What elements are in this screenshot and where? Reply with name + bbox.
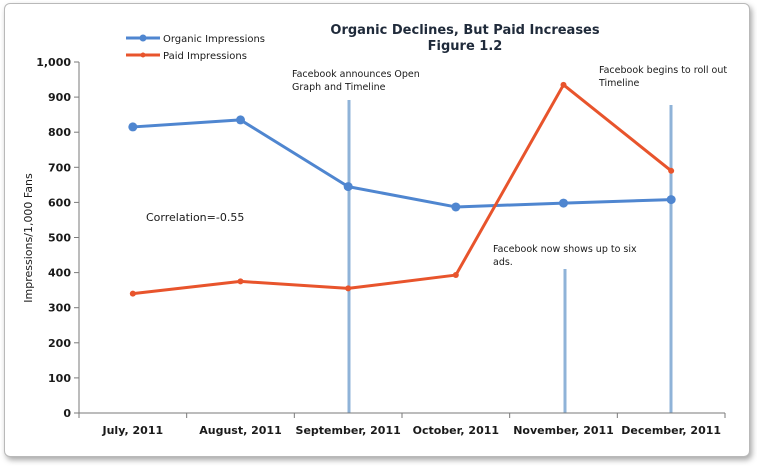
legend-swatch-marker: [140, 52, 146, 58]
x-tick-label: December, 2011: [621, 424, 721, 437]
legend-label: Organic Impressions: [163, 34, 265, 45]
y-tick-label: 1,000: [36, 56, 71, 69]
annotation-text: Graph and Timeline: [292, 82, 386, 93]
y-tick-label: 700: [48, 161, 71, 174]
data-point-organic: [451, 202, 461, 212]
y-tick-label: 200: [48, 337, 71, 350]
legend: Organic Impressions Paid Impressions: [126, 34, 265, 62]
data-point-paid: [560, 81, 567, 88]
chart-canvas: 0 100 200 300 400 500 600 700 800 900 1,000 July, …: [22, 23, 727, 437]
y-tick-label: 500: [48, 232, 71, 245]
annotation-text: Facebook now shows up to six: [493, 244, 637, 255]
legend-label: Paid Impressions: [163, 51, 247, 62]
x-tick-label: September, 2011: [296, 424, 401, 437]
legend-swatch-marker: [139, 34, 147, 42]
x-tick-label: July, 2011: [102, 424, 164, 437]
data-point-paid: [452, 272, 459, 279]
annotation-markers: [347, 100, 673, 413]
y-tick-label: 300: [48, 302, 71, 315]
y-tick-label: 400: [48, 267, 71, 280]
x-tick-label: October, 2011: [413, 424, 499, 437]
y-tick-label: 0: [63, 407, 71, 420]
chart-title: Organic Declines, But Paid Increases: [330, 23, 599, 38]
chart-frame: 0 100 200 300 400 500 600 700 800 900 1,000 July, …: [4, 3, 750, 457]
data-point-organic: [128, 122, 138, 132]
annotation-text: Facebook begins to roll out: [599, 65, 727, 76]
y-tick-label: 800: [48, 126, 71, 139]
series-lines: [128, 81, 676, 297]
y-tick-label: 600: [48, 196, 71, 209]
annotation-text: Timeline: [598, 78, 640, 89]
data-point-organic: [559, 198, 568, 208]
y-ticks: 0 100 200 300 400 500 600 700 800 900 1,000: [36, 56, 79, 420]
annotation-text: Facebook announces Open: [292, 69, 420, 80]
data-point-paid: [345, 285, 352, 292]
series-line-paid: [132, 83, 673, 296]
y-tick-label: 100: [48, 372, 71, 385]
correlation-annotation: Correlation=-0.55: [146, 211, 244, 224]
data-point-organic: [236, 115, 245, 125]
series-line-organic: [132, 118, 672, 209]
y-axis-label: Impressions/1,000 Fans: [22, 173, 35, 303]
data-point-organic: [343, 182, 353, 192]
annotations: Facebook announces Open Graph and Timelin…: [292, 65, 727, 268]
y-tick-label: 900: [48, 91, 71, 104]
data-point-organic: [666, 195, 676, 205]
data-point-paid: [129, 290, 136, 297]
chart-subtitle: Figure 1.2: [428, 39, 503, 54]
data-point-paid: [668, 167, 675, 174]
x-tick-label: August, 2011: [199, 424, 281, 437]
annotation-text: ads.: [493, 257, 513, 268]
axes: [78, 62, 725, 414]
data-point-paid: [237, 278, 244, 285]
x-ticks: July, 2011 August, 2011 September, 2011 Oct…: [78, 413, 726, 437]
x-tick-label: November, 2011: [513, 424, 614, 437]
